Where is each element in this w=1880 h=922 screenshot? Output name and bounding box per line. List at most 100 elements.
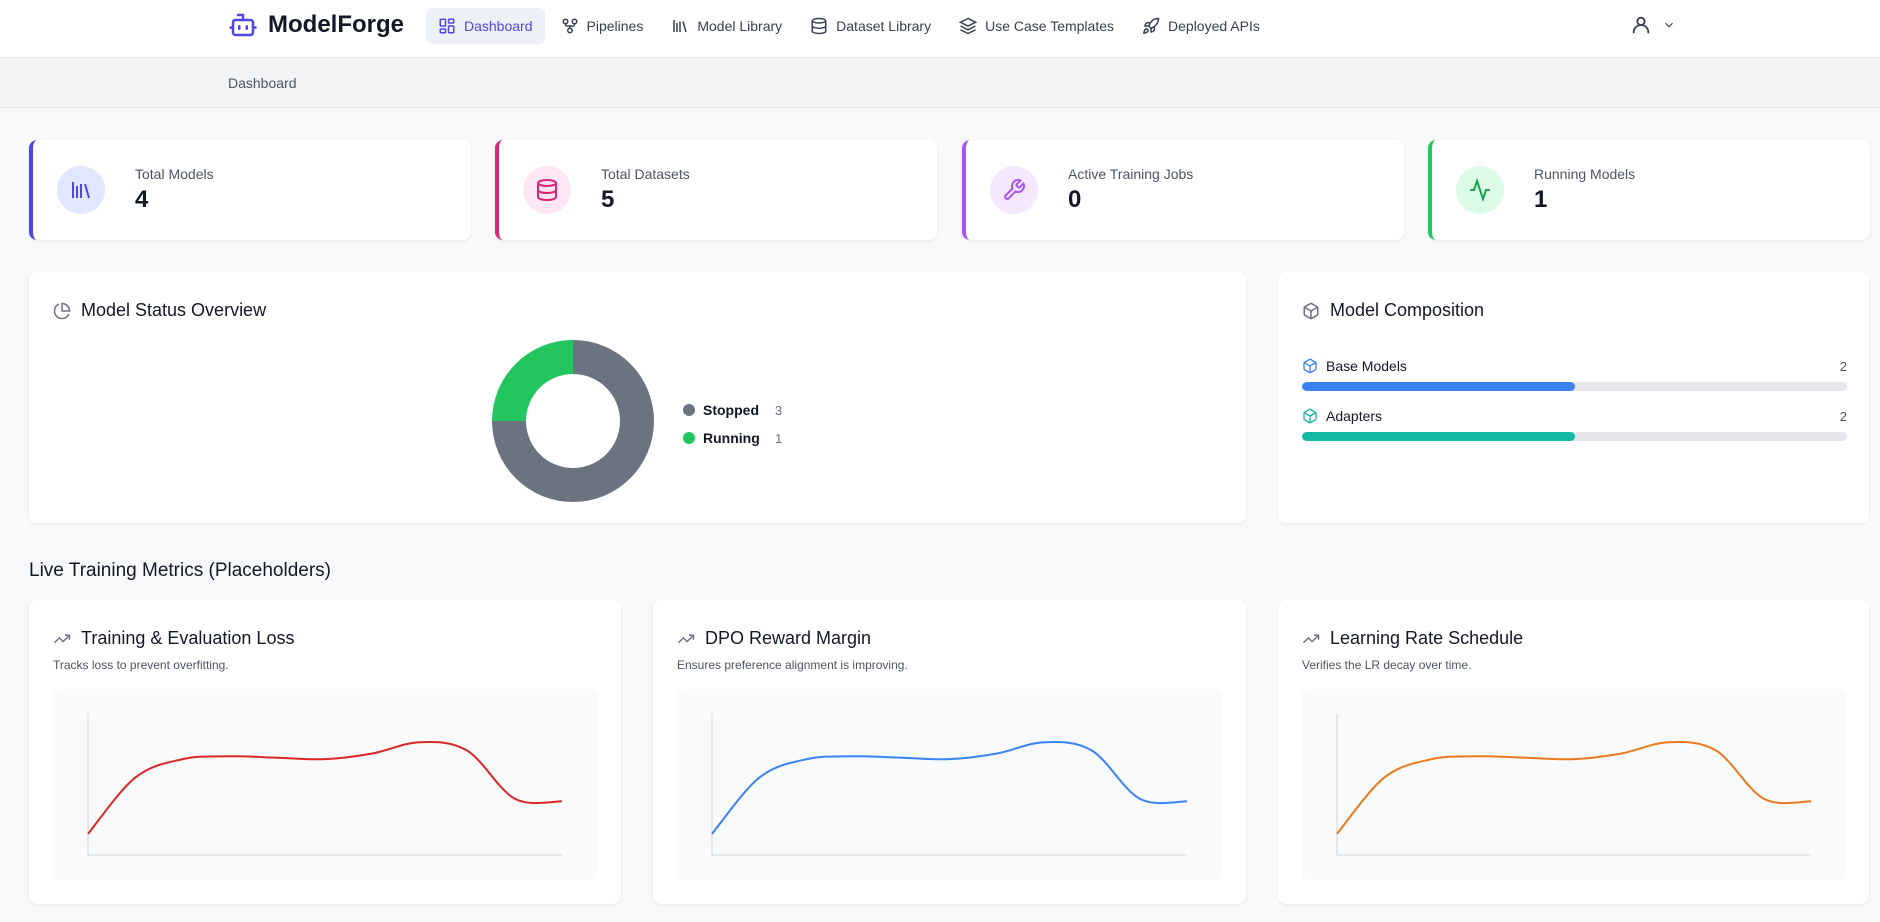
legend-dot [683,432,695,444]
box-icon [1303,302,1319,319]
database-icon [537,179,557,201]
library-icon [72,182,90,199]
live-metrics-title: Live Training Metrics (Placeholders) [29,560,332,581]
stat-icon-circle [990,166,1038,214]
box-icon [1303,408,1317,424]
composition-track [1302,382,1847,391]
breadcrumb: Dashboard [228,75,297,91]
stat-label: Total Datasets [601,166,690,182]
dpo-line-chart [711,714,1188,856]
activity-icon [1470,178,1490,202]
composition-count: 2 [1839,358,1847,374]
legend-count: 3 [775,402,783,418]
stat-label: Active Training Jobs [1068,166,1194,182]
model-status-title: Model Status Overview [53,300,266,321]
legend-item-stopped: Stopped 3 [683,396,782,424]
stat-icon-circle [523,166,571,214]
nav-dataset-library[interactable]: Dataset Library [798,8,943,44]
nav-deployed-apis[interactable]: Deployed APIs [1130,8,1272,44]
dashboard-icon [439,18,455,34]
composition-base-models: Base Models 2 [1302,358,1847,391]
nav-model-library[interactable]: Model Library [659,8,794,44]
composition-fill-base-models [1302,382,1575,391]
box-icon [1303,358,1317,374]
stat-value: 1 [1534,186,1548,213]
series-line [1336,741,1812,835]
stat-card-total-models: Total Models 4 [29,140,471,240]
nav-pipelines[interactable]: Pipelines [549,8,656,44]
nav-use-case-templates[interactable]: Use Case Templates [947,8,1126,44]
stat-icon-circle [57,166,105,214]
nav-deployed-apis-label: Deployed APIs [1168,18,1260,34]
series-line [711,741,1188,835]
database-icon [811,17,827,35]
legend-name: Stopped [703,402,759,418]
metric-title: Learning Rate Schedule [1302,628,1523,649]
user-icon [1632,16,1650,34]
chevron-down-icon [1665,22,1673,28]
user-menu[interactable] [1630,14,1676,36]
brand[interactable]: ModelForge [228,10,404,40]
legend-count: 1 [775,430,783,446]
legend-name: Running [703,430,760,446]
metric-title: DPO Reward Margin [677,628,871,649]
metric-title-text: DPO Reward Margin [705,628,872,648]
trending-up-icon [677,634,695,643]
composition-fill-adapters [1302,432,1575,441]
trending-up-icon [1302,634,1320,643]
nav-dashboard-label: Dashboard [464,18,533,34]
model-status-title-text: Model Status Overview [81,300,267,320]
metric-chart-area [677,689,1222,880]
composition-label: Base Models [1326,358,1407,374]
status-donut-chart [492,340,654,502]
stat-value: 5 [601,186,615,213]
library-icon [673,20,688,33]
nav-use-case-templates-label: Use Case Templates [985,18,1115,34]
layers-icon [959,17,978,35]
pie-chart-icon [53,302,71,319]
legend-dot [683,404,695,416]
metric-title: Training & Evaluation Loss [53,628,294,649]
donut-slice-running[interactable] [492,340,573,421]
composition-adapters: Adapters 2 [1302,408,1847,441]
composition-track [1302,432,1847,441]
status-legend: Stopped 3 Running 1 [683,396,782,452]
series-line [87,741,563,835]
stat-value: 4 [135,186,149,213]
lr-line-chart [1336,714,1812,856]
nav-dashboard[interactable]: Dashboard [426,8,545,44]
rocket-icon [1143,17,1160,34]
robot-logo-icon [229,13,257,37]
stat-label: Running Models [1534,166,1636,182]
chart-axes [1336,714,1811,856]
breadcrumb-bar: Dashboard [0,58,1880,108]
model-composition-title: Model Composition [1302,300,1484,321]
metric-subtitle: Ensures preference alignment is improvin… [677,658,908,672]
stat-icon-circle [1456,166,1504,214]
metric-subtitle: Tracks loss to prevent overfitting. [53,658,229,672]
nav-pipelines-label: Pipelines [586,18,644,34]
model-composition-title-text: Model Composition [1330,300,1485,320]
nav-dataset-library-label: Dataset Library [836,18,932,34]
brand-name: ModelForge [268,11,404,38]
composition-label: Adapters [1326,408,1383,424]
chart-axes [87,714,562,856]
stat-card-active-training-jobs: Active Training Jobs 0 [962,140,1404,240]
metric-chart-area [1302,689,1846,880]
model-composition-panel [1278,272,1869,523]
nav-model-library-label: Model Library [697,18,783,34]
stat-label: Total Models [135,166,214,182]
trending-up-icon [53,634,71,643]
composition-count: 2 [1839,408,1847,424]
metric-title-text: Training & Evaluation Loss [81,628,295,648]
stat-card-total-datasets: Total Datasets 5 [495,140,937,240]
pipelines-icon [562,18,577,34]
loss-line-chart [87,714,563,856]
legend-item-running: Running 1 [683,424,782,452]
donut-slice-stopped[interactable] [492,340,654,502]
stat-card-running-models: Running Models 1 [1428,140,1870,240]
metric-chart-area [53,689,597,880]
chart-axes [711,714,1187,856]
top-navbar: ModelForge Dashboard Pipelines Model Lib… [0,0,1880,58]
wrench-icon [1004,179,1025,200]
